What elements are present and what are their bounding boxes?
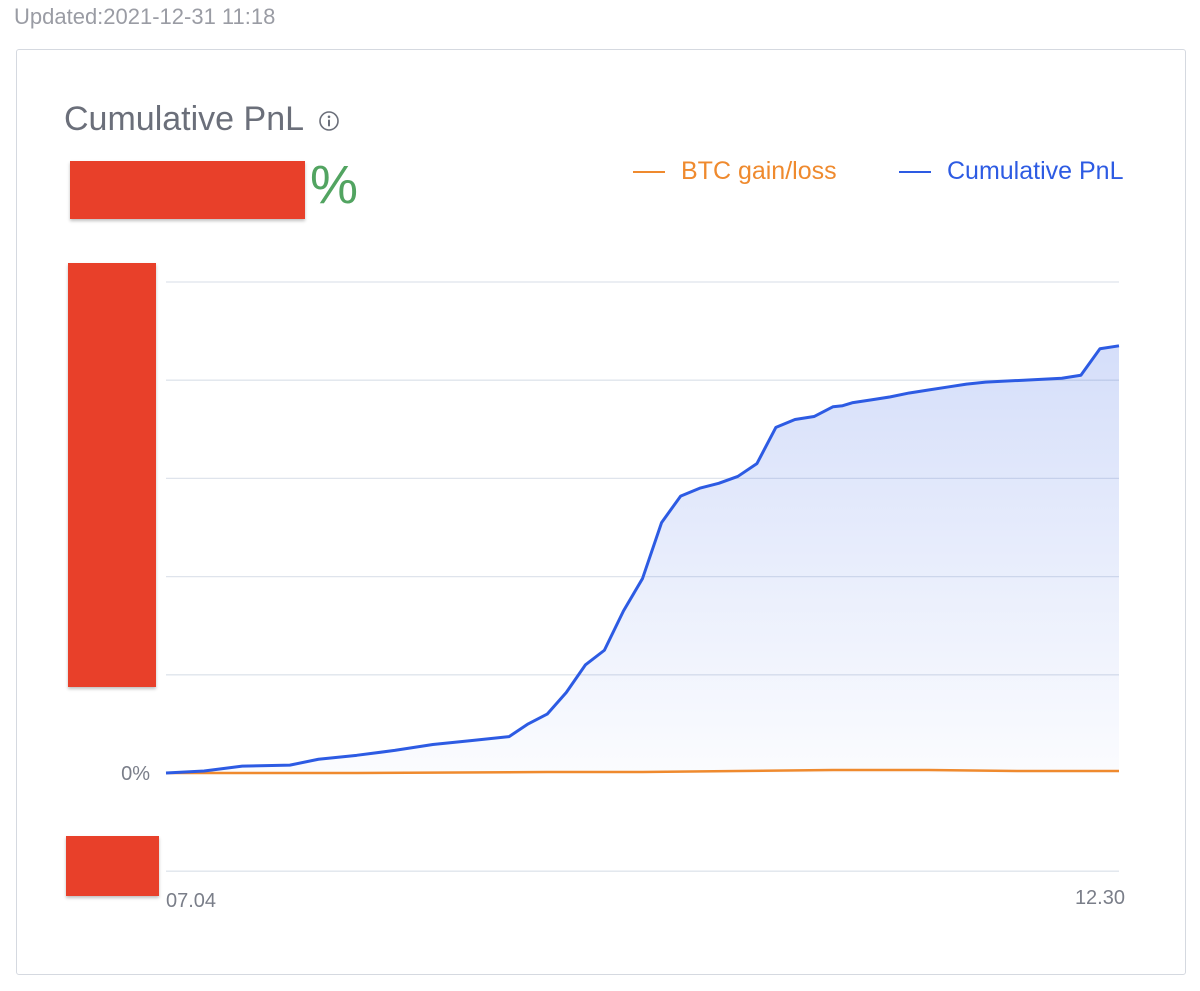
updated-timestamp: Updated:2021-12-31 11:18	[14, 4, 276, 29]
legend-label-btc: BTC gain/loss	[681, 157, 837, 185]
x-tick-start: 07.04	[166, 890, 216, 912]
x-tick-end: 12.30	[1075, 887, 1125, 909]
redacted-value	[70, 161, 305, 219]
info-icon[interactable]	[318, 110, 340, 132]
redacted-y-axis-negative	[66, 836, 159, 896]
btc-series-line	[166, 768, 1119, 775]
chart-title: Cumulative PnL	[64, 100, 305, 138]
value-suffix: %	[310, 155, 359, 215]
legend-label-pnl: Cumulative PnL	[947, 157, 1124, 185]
redacted-y-axis-labels	[68, 263, 156, 687]
legend-swatch-btc	[633, 170, 665, 173]
pnl-series-line	[165, 344, 1120, 775]
legend-item-btc[interactable]: BTC gain/loss	[633, 157, 837, 186]
pnl-area	[166, 345, 1119, 773]
legend-swatch-pnl	[899, 170, 931, 173]
legend-item-pnl[interactable]: Cumulative PnL	[899, 157, 1123, 186]
y-tick-zero: 0%	[121, 763, 150, 785]
